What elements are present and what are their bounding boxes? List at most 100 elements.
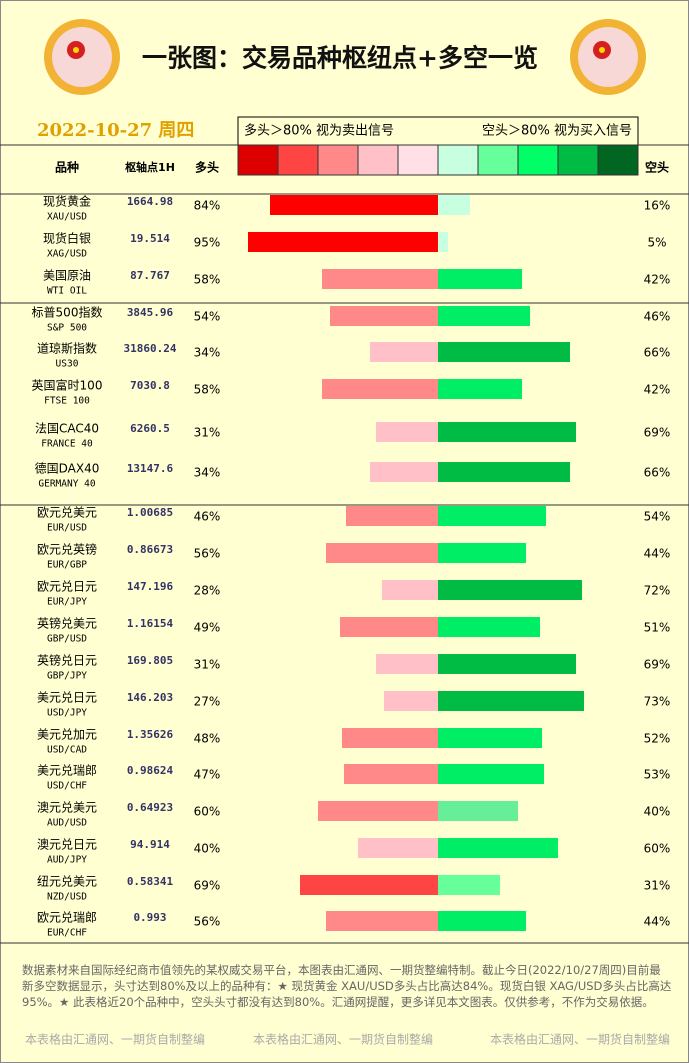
short-pct: 53% <box>644 768 671 782</box>
long-pct: 95% <box>194 236 221 250</box>
instrument-name: 欧元兑瑞郎 <box>37 911 97 925</box>
pivot: 19.514 <box>130 232 170 245</box>
instrument-name: 欧元兑日元 <box>37 580 97 594</box>
short-pct: 42% <box>644 383 671 397</box>
swatch <box>397 144 439 176</box>
instrument-name: 欧元兑英镑 <box>37 542 97 557</box>
swatch <box>317 144 359 176</box>
long-pct: 84% <box>194 199 221 213</box>
instrument-name: 纽元兑美元 <box>37 875 97 889</box>
long-pct: 40% <box>194 842 221 856</box>
instrument-name: 澳元兑美元 <box>37 801 97 815</box>
short-bar <box>438 691 584 711</box>
pivot: 1.16154 <box>127 617 174 630</box>
instrument-name: 美元兑日元 <box>37 691 97 705</box>
long-pct: 47% <box>194 768 221 782</box>
col-header: 空头 <box>645 160 669 175</box>
pivot: 146.203 <box>127 691 173 704</box>
instrument-code: NZD/USD <box>47 892 87 903</box>
pivot: 6260.5 <box>130 422 170 435</box>
instrument-code: GBP/JPY <box>47 671 87 682</box>
short-bar <box>438 462 570 482</box>
instrument-code: GERMANY 40 <box>38 479 95 490</box>
short-pct: 16% <box>644 199 671 213</box>
long-pct: 31% <box>194 426 221 440</box>
pivot: 0.993 <box>133 911 166 924</box>
short-bar <box>438 506 546 526</box>
short-pct: 66% <box>644 346 671 360</box>
long-pct: 58% <box>194 273 221 287</box>
swatch <box>237 144 279 176</box>
instrument-code: XAU/USD <box>47 212 87 223</box>
instrument-name: 英镑兑美元 <box>37 616 97 631</box>
long-pct: 27% <box>194 695 221 709</box>
instrument-name: 德国DAX40 <box>35 461 100 476</box>
instrument-name: 欧元兑美元 <box>37 506 97 520</box>
long-pct: 60% <box>194 805 221 819</box>
short-bar <box>438 764 544 784</box>
instrument-name: 美国原油 <box>43 269 91 283</box>
long-pct: 31% <box>194 658 221 672</box>
instrument-code: AUD/USD <box>47 818 87 829</box>
short-bar <box>438 342 570 362</box>
swatch <box>557 144 599 176</box>
instrument-name: 美元兑加元 <box>37 728 97 742</box>
instrument-name: 澳元兑日元 <box>37 838 97 852</box>
pivot: 3845.96 <box>127 306 174 319</box>
long-bar <box>322 379 438 399</box>
short-pct: 69% <box>644 658 671 672</box>
short-bar <box>438 580 582 600</box>
instrument-code: XAG/USD <box>47 249 87 260</box>
short-bar <box>438 875 500 895</box>
instrument-code: US30 <box>56 359 79 370</box>
pivot: 169.805 <box>127 654 173 667</box>
instrument-code: AUD/JPY <box>47 855 87 866</box>
pivot: 147.196 <box>127 580 174 593</box>
long-pct: 34% <box>194 346 221 360</box>
short-bar <box>438 911 526 931</box>
long-bar <box>330 306 438 326</box>
logo <box>44 19 120 95</box>
instrument-name: 道琼斯指数 <box>37 341 97 356</box>
long-bar <box>358 838 438 858</box>
long-bar <box>318 801 438 821</box>
instrument-name: 英镑兑日元 <box>37 653 97 668</box>
pivot: 1.35626 <box>127 728 174 741</box>
short-pct: 44% <box>644 547 671 561</box>
swatch <box>437 144 479 176</box>
footer-note: 数据素材来自国际经纪商市值领先的某权威交易平台，本图表由汇通网、一期货整编特制。… <box>22 963 672 1009</box>
swatch <box>477 144 519 176</box>
instrument-code: EUR/CHF <box>47 928 87 939</box>
long-pct: 56% <box>194 915 221 929</box>
long-bar <box>384 691 438 711</box>
short-bar <box>438 269 522 289</box>
long-bar <box>300 875 438 895</box>
watermark: 本表格由汇通网、一期货自制整编 <box>25 1032 205 1047</box>
instrument-name: 美元兑瑞郎 <box>37 764 97 778</box>
short-pct: 5% <box>647 236 666 250</box>
long-bar <box>370 462 438 482</box>
short-pct: 60% <box>644 842 671 856</box>
short-rule: 空头＞80% 视为买入信号 <box>482 124 632 139</box>
instrument-name: 标普500指数 <box>32 305 103 320</box>
long-bar <box>340 617 438 637</box>
col-header: 多头 <box>195 160 219 175</box>
watermark: 本表格由汇通网、一期货自制整编 <box>253 1032 433 1047</box>
long-bar <box>270 195 438 215</box>
short-bar <box>438 728 542 748</box>
instrument-code: FTSE 100 <box>44 396 90 407</box>
pivot: 1.00685 <box>127 506 173 519</box>
long-bar <box>326 543 438 563</box>
instrument-code: EUR/USD <box>47 523 87 534</box>
short-bar <box>438 379 522 399</box>
instrument-name: 法国CAC40 <box>35 422 99 436</box>
long-bar <box>382 580 438 600</box>
short-pct: 52% <box>644 732 671 746</box>
short-bar <box>438 617 540 637</box>
short-bar <box>438 654 576 674</box>
short-bar <box>438 306 530 326</box>
short-bar <box>438 232 448 252</box>
instrument-code: USD/JPY <box>47 708 87 719</box>
instrument-name: 现货黄金 <box>43 194 91 209</box>
